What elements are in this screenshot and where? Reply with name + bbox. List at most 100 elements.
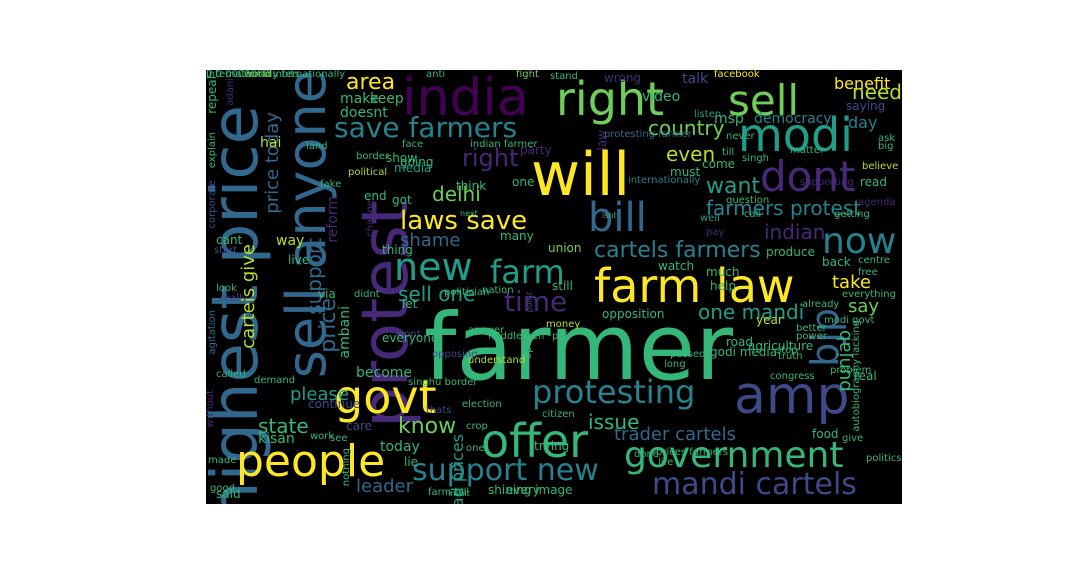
word-stand: stand	[550, 71, 578, 82]
word-internationally: internationally	[628, 175, 701, 186]
word-govt: govt	[334, 370, 437, 424]
word-watch: watch	[658, 259, 695, 273]
word-matter: matter	[790, 145, 824, 156]
word-media: media	[394, 161, 432, 175]
word-change: change	[365, 200, 376, 237]
word-agitation: agitation	[207, 310, 218, 355]
word-amp: amp	[734, 366, 850, 426]
word-crop: crop	[466, 421, 488, 432]
word-shining-image: shining image	[488, 483, 573, 497]
word-singh: singh	[742, 153, 770, 164]
word-look: look	[216, 283, 237, 294]
word-government: government	[624, 435, 844, 476]
word-right: right	[462, 144, 519, 172]
word-insult: insult	[448, 489, 470, 498]
word-right: right	[556, 72, 665, 126]
word-leader: leader	[356, 476, 414, 497]
word-citizen: citizen	[542, 409, 575, 420]
word-0-0-0000000-internationally: 0 0 0000000 internationally	[206, 70, 346, 80]
word-way: way	[276, 233, 305, 249]
word-problem: problem	[830, 365, 872, 376]
word-kisan: kisan	[258, 431, 295, 447]
word-prices-farmers: prices farmers	[656, 447, 729, 458]
word-will: will	[531, 140, 631, 210]
word-facebook: facebook	[714, 70, 760, 80]
word-dont: dont	[760, 152, 856, 201]
word-demand: demand	[254, 375, 296, 386]
word-cloud: farmer will india farm law amp protest highest…	[206, 70, 902, 504]
word-road: road	[726, 335, 753, 349]
word-good: good	[210, 483, 235, 494]
word-nation: nation	[482, 285, 514, 296]
word-trader-cartels: trader cartels	[614, 424, 736, 445]
word-every: every	[506, 483, 540, 497]
word-today: today	[380, 439, 420, 455]
word-agriculture: agriculture	[748, 339, 814, 353]
word-farm-law: farm law	[594, 259, 795, 313]
word-party: party	[520, 143, 552, 157]
word-video: video	[642, 89, 681, 105]
word-call: call	[744, 209, 762, 220]
word-please: please	[290, 384, 349, 405]
word-nothing: nothing	[341, 448, 352, 487]
word-wont: wont	[396, 329, 421, 340]
word-save-farmers: save farmers	[334, 111, 518, 144]
word-trying: trying	[534, 439, 570, 453]
word-free: free	[858, 267, 878, 278]
word-year: year	[756, 313, 783, 327]
word-live: live	[288, 253, 310, 267]
word-work: work	[310, 431, 335, 442]
word-sell-one: sell one	[398, 282, 476, 306]
word-passed: passed	[670, 349, 706, 360]
word-hai: hai	[260, 135, 282, 151]
word-support-new: support new	[412, 453, 599, 488]
word-explain: explain	[207, 132, 218, 169]
word-cant: cant	[216, 233, 243, 247]
word-big: big	[878, 141, 894, 152]
word-fake: fake	[320, 179, 342, 190]
word-protesting-farmer: protesting farmer	[604, 129, 692, 140]
word-show: show	[386, 151, 418, 165]
word-pay: pay	[706, 227, 725, 238]
word-democracy: democracy	[754, 111, 832, 127]
word-long: long	[664, 359, 686, 370]
word-indian: indian	[764, 220, 826, 244]
word-farm: farm	[490, 253, 565, 291]
word-isnt: isnt	[602, 211, 617, 220]
word-care: care	[346, 419, 373, 433]
word-help: help	[710, 279, 736, 293]
word-face: face	[402, 139, 424, 150]
word-better: better	[796, 323, 827, 334]
word-many: many	[500, 229, 534, 243]
word-new: new	[394, 245, 473, 289]
word-even: even	[666, 142, 716, 166]
word-food: food	[812, 427, 839, 441]
word-land: land	[306, 141, 328, 152]
word-really: really	[220, 293, 248, 304]
word-need: need	[852, 80, 902, 104]
word-political: political	[348, 167, 388, 178]
word-world: world	[244, 70, 272, 80]
word-money: money	[546, 319, 581, 330]
word-come: come	[702, 157, 736, 171]
word-anti: anti	[426, 70, 446, 80]
word-delhi: delhi	[432, 182, 481, 206]
word-back: back	[822, 255, 851, 269]
word-never: never	[726, 131, 755, 142]
word-india: india	[402, 70, 529, 128]
word-election: election	[462, 399, 502, 410]
word-farm-bill: farm bill	[428, 487, 470, 498]
word-life: life	[658, 457, 674, 468]
word-mandi-cartels: mandi cartels	[652, 467, 857, 502]
word-question: question	[726, 195, 770, 206]
word-power: power	[796, 331, 827, 342]
word-want: want	[706, 174, 761, 199]
word-called: called	[216, 369, 246, 380]
word-modi: modi	[738, 108, 853, 162]
word-corporate: corporate	[207, 180, 218, 229]
word-must: must	[670, 165, 701, 179]
word-msp: msp	[714, 111, 744, 127]
word-keep: keep	[370, 91, 404, 107]
word-centre: centre	[858, 255, 890, 266]
word-politician: politician	[444, 287, 490, 298]
